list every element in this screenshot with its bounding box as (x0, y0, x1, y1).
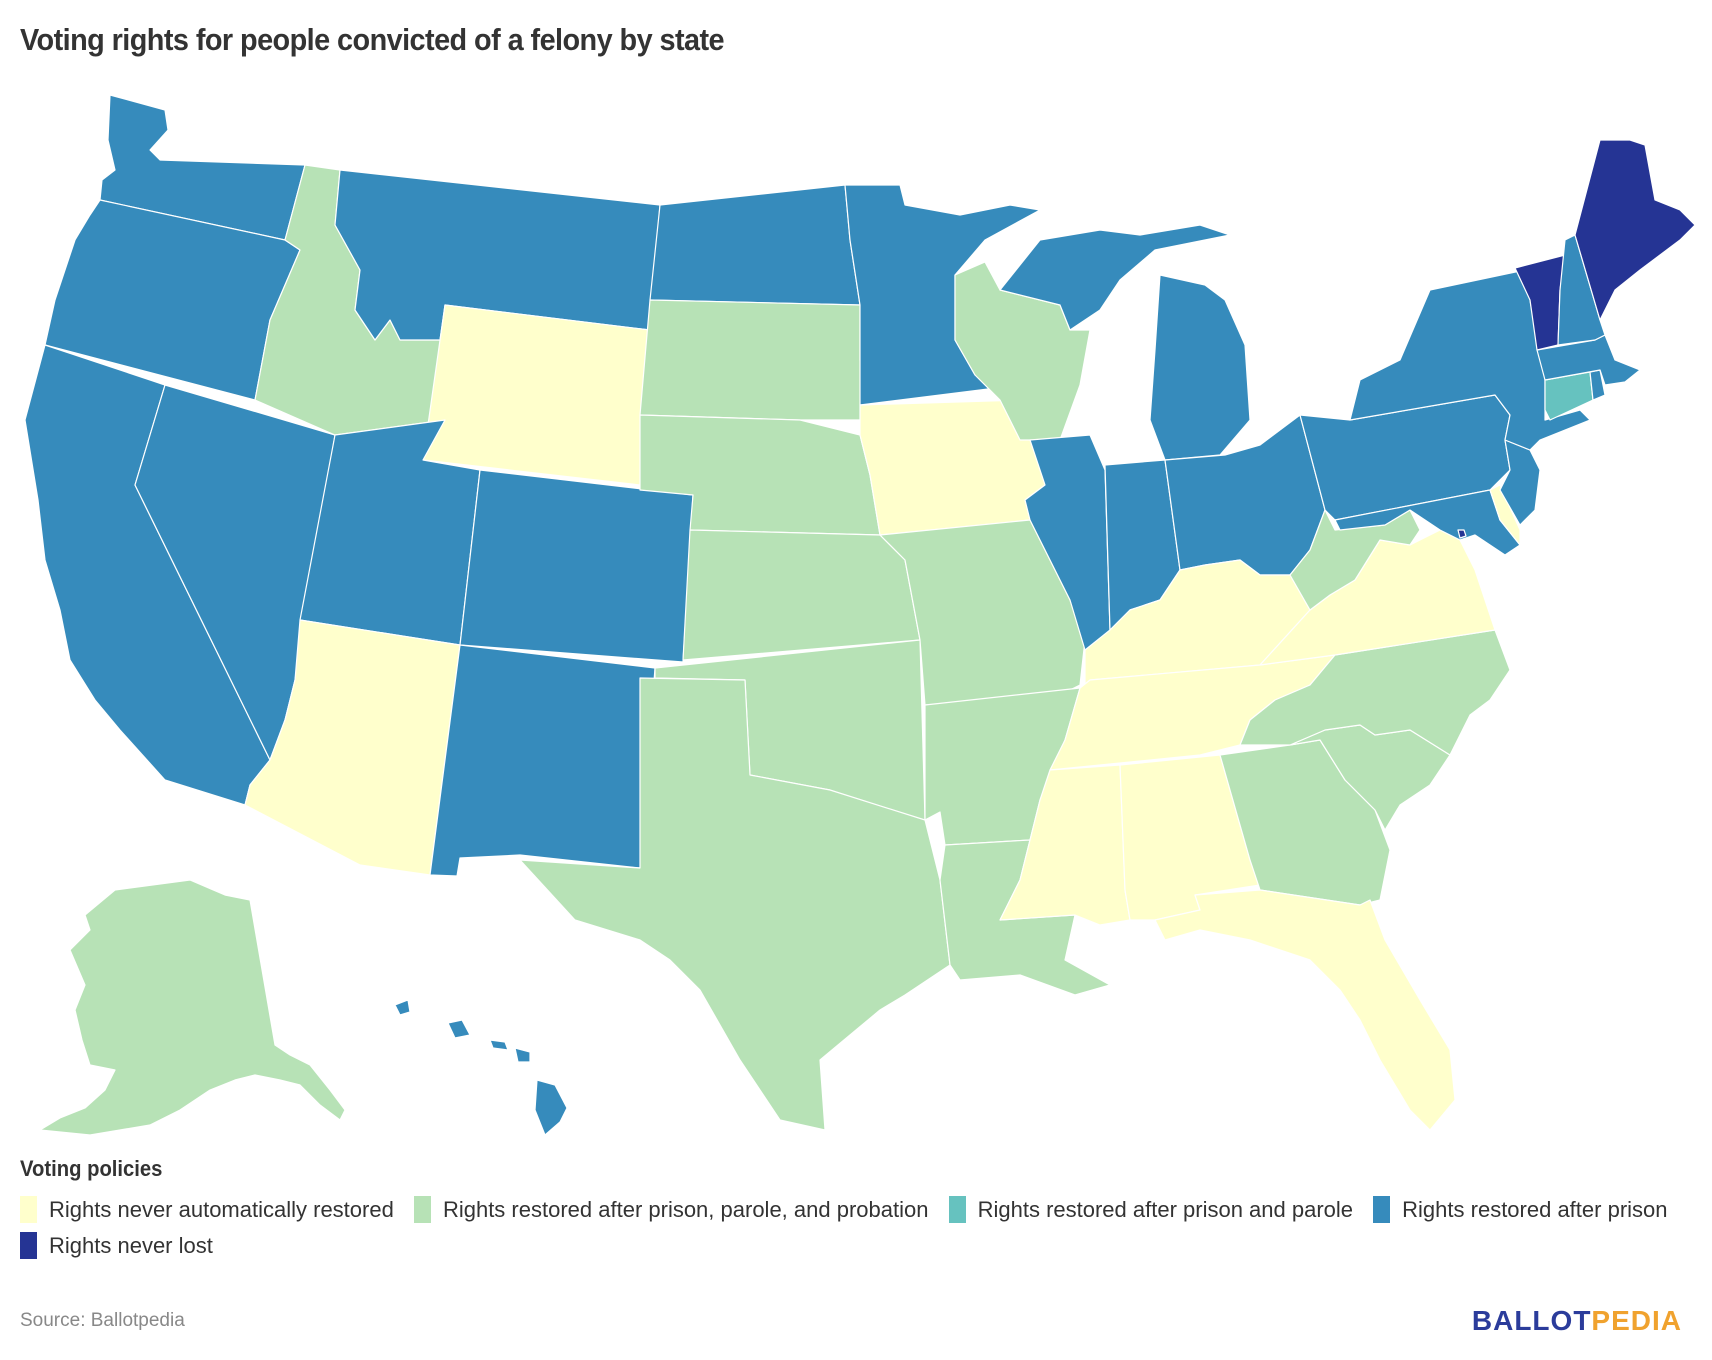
legend-label: Rights never lost (49, 1233, 213, 1258)
logo-part-pedia: PEDIA (1591, 1305, 1682, 1336)
state-MI[interactable] (999, 224, 1251, 461)
legend-item-never-auto[interactable]: Rights never automatically restored (20, 1196, 394, 1223)
us-choropleth-map (0, 70, 1712, 1160)
legend-item-after-ppp[interactable]: Rights restored after prison, parole, an… (413, 1196, 929, 1223)
state-KS[interactable] (682, 529, 921, 661)
state-SD[interactable] (639, 299, 866, 421)
swatch-never-lost (20, 1232, 37, 1259)
state-CO[interactable] (459, 469, 694, 663)
state-ND[interactable] (649, 184, 861, 306)
legend-item-never-lost[interactable]: Rights never lost (20, 1232, 213, 1259)
state-HI[interactable] (394, 999, 568, 1136)
state-FL[interactable] (1154, 889, 1456, 1131)
chart-title: Voting rights for people convicted of a … (20, 22, 725, 57)
legend-label: Rights restored after prison and parole (977, 1197, 1354, 1222)
legend: Voting policies Rights never automatical… (20, 1156, 1710, 1264)
swatch-after-pp (948, 1196, 966, 1223)
state-TX[interactable] (519, 677, 951, 1131)
state-AK[interactable] (39, 879, 346, 1136)
legend-label: Rights restored after prison, parole, an… (442, 1197, 929, 1222)
ballotpedia-logo[interactable]: BALLOTPEDIA (1472, 1305, 1682, 1337)
state-DC[interactable] (1457, 529, 1467, 539)
state-IL[interactable] (1024, 434, 1111, 661)
legend-label: Rights restored after prison (1402, 1197, 1668, 1222)
state-DE[interactable] (1489, 484, 1521, 546)
legend-item-after-pp[interactable]: Rights restored after prison and parole (948, 1196, 1354, 1223)
state-ME[interactable] (1574, 139, 1696, 321)
state-NM[interactable] (429, 644, 656, 877)
state-NC[interactable] (1239, 629, 1511, 756)
state-WV[interactable] (1289, 509, 1421, 611)
source-note: Source: Ballotpedia (20, 1310, 185, 1331)
legend-item-after-prison[interactable]: Rights restored after prison (1373, 1196, 1668, 1223)
logo-part-ballot: BALLOT (1471, 1305, 1592, 1336)
state-NY[interactable] (1349, 269, 1591, 451)
state-WY[interactable] (422, 304, 651, 486)
legend-title: Voting policies (20, 1156, 163, 1181)
swatch-after-ppp (413, 1196, 431, 1223)
legend-items: Rights never automatically restored Righ… (20, 1192, 1710, 1264)
swatch-never-auto (20, 1196, 37, 1223)
state-NJ[interactable] (1499, 439, 1541, 526)
swatch-after-prison (1373, 1196, 1391, 1223)
legend-label: Rights never automatically restored (49, 1197, 394, 1222)
